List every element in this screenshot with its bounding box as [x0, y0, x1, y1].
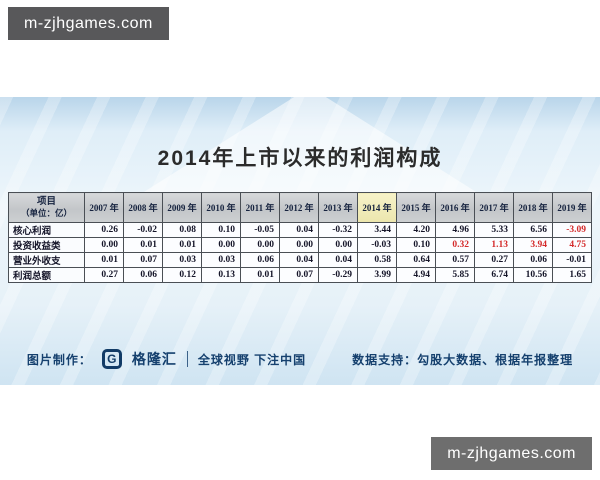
- value-cell: 0.26: [84, 222, 124, 238]
- year-header: 2012 年: [279, 192, 319, 223]
- table-row: 利润总额 0.27 0.06 0.12 0.13 0.01 0.07 -0.29 3.99 4.9…: [8, 267, 592, 283]
- value-cell: 4.75: [552, 237, 592, 253]
- corner-header: 项目 （单位：亿）: [8, 192, 85, 223]
- value-cell: 0.64: [396, 252, 436, 268]
- value-cell: 0.00: [84, 237, 124, 253]
- profit-table: 项目 （单位：亿） 2007 年 2008 年 2009 年 2010 年 2011 年…: [8, 192, 592, 283]
- year-header: 2009 年: [162, 192, 202, 223]
- value-cell: -0.02: [123, 222, 163, 238]
- footer-credit-strip: 图片制作： G 格隆汇 全球视野 下注中国 数据支持：勾股大数据、根据年报整理: [0, 349, 600, 369]
- footer-divider: [186, 351, 188, 367]
- gelonghui-logo-icon: G: [101, 349, 122, 369]
- row-label: 投资收益类: [8, 237, 85, 253]
- data-support-text: 数据支持：勾股大数据、根据年报整理: [352, 352, 574, 367]
- value-cell: -0.32: [318, 222, 358, 238]
- value-cell: 5.33: [474, 222, 514, 238]
- value-cell: -0.03: [357, 237, 397, 253]
- profit-table-wrap: 项目 （单位：亿） 2007 年 2008 年 2009 年 2010 年 2011 年…: [8, 192, 592, 283]
- value-cell: 0.10: [396, 237, 436, 253]
- table-row: 营业外收支 0.01 0.07 0.03 0.03 0.06 0.04 0.04 0.58 0.6…: [8, 252, 592, 268]
- value-cell: 0.06: [123, 267, 163, 283]
- year-header: 2008 年: [123, 192, 163, 223]
- row-label: 利润总额: [8, 267, 85, 283]
- year-header: 2015 年: [396, 192, 436, 223]
- page-title: 2014年上市以来的利润构成: [157, 147, 443, 170]
- value-cell: 6.74: [474, 267, 514, 283]
- value-cell: 0.04: [318, 252, 358, 268]
- year-header: 2014 年: [357, 192, 397, 223]
- year-header: 2017 年: [474, 192, 514, 223]
- value-cell: 0.06: [240, 252, 280, 268]
- value-cell: 1.13: [474, 237, 514, 253]
- year-header: 2019 年: [552, 192, 592, 223]
- value-cell: 0.00: [318, 237, 358, 253]
- value-cell: 6.56: [513, 222, 553, 238]
- value-cell: 0.03: [162, 252, 202, 268]
- watermark-bottom-right: m-zjhgames.com: [431, 437, 592, 470]
- value-cell: 0.58: [357, 252, 397, 268]
- value-cell: 3.99: [357, 267, 397, 283]
- value-cell: 10.56: [513, 267, 553, 283]
- value-cell: 4.20: [396, 222, 436, 238]
- value-cell: 0.27: [474, 252, 514, 268]
- table-header-row: 项目 （单位：亿） 2007 年 2008 年 2009 年 2010 年 2011 年…: [8, 192, 592, 223]
- value-cell: 0.07: [279, 267, 319, 283]
- row-label: 核心利润: [8, 222, 85, 238]
- value-cell: 0.04: [279, 252, 319, 268]
- corner-header-line1: 项目: [36, 196, 56, 207]
- table-row: 核心利润 0.26 -0.02 0.08 0.10 -0.05 0.04 -0.32 3.44 4…: [8, 222, 592, 238]
- value-cell: 0.03: [201, 252, 241, 268]
- value-cell: 5.85: [435, 267, 475, 283]
- value-cell: -0.01: [552, 252, 592, 268]
- value-cell: 1.65: [552, 267, 592, 283]
- watermark-top-left: m-zjhgames.com: [8, 7, 169, 40]
- value-cell: 0.00: [279, 237, 319, 253]
- table-row: 投资收益类 0.00 0.01 0.01 0.00 0.00 0.00 0.00 -0.03 0.…: [8, 237, 592, 253]
- value-cell: 0.27: [84, 267, 124, 283]
- footer-credit-label: 图片制作：: [26, 352, 92, 367]
- value-cell: -0.05: [240, 222, 280, 238]
- value-cell: 0.32: [435, 237, 475, 253]
- value-cell: -3.09: [552, 222, 592, 238]
- value-cell: 0.08: [162, 222, 202, 238]
- value-cell: 0.06: [513, 252, 553, 268]
- value-cell: 0.01: [84, 252, 124, 268]
- brand-slogan: 全球视野 下注中国: [197, 352, 307, 367]
- value-cell: 0.12: [162, 267, 202, 283]
- value-cell: 0.57: [435, 252, 475, 268]
- year-header: 2011 年: [240, 192, 280, 223]
- year-header: 2007 年: [84, 192, 124, 223]
- value-cell: 0.00: [240, 237, 280, 253]
- value-cell: 0.13: [201, 267, 241, 283]
- value-cell: 0.07: [123, 252, 163, 268]
- brand-name: 格隆汇: [131, 351, 177, 367]
- value-cell: 3.94: [513, 237, 553, 253]
- year-header: 2018 年: [513, 192, 553, 223]
- value-cell: 4.94: [396, 267, 436, 283]
- value-cell: 0.10: [201, 222, 241, 238]
- value-cell: 0.01: [162, 237, 202, 253]
- year-header: 2013 年: [318, 192, 358, 223]
- corner-header-line2: （单位：亿）: [20, 207, 72, 218]
- year-header: 2016 年: [435, 192, 475, 223]
- row-label: 营业外收支: [8, 252, 85, 268]
- value-cell: -0.29: [318, 267, 358, 283]
- year-header: 2010 年: [201, 192, 241, 223]
- value-cell: 0.01: [123, 237, 163, 253]
- value-cell: 4.96: [435, 222, 475, 238]
- infographic-panel: 2014年上市以来的利润构成 格隆汇 项目 （单位：亿） 2007 年2008 …: [0, 97, 600, 385]
- value-cell: 0.00: [201, 237, 241, 253]
- value-cell: 0.04: [279, 222, 319, 238]
- value-cell: 0.01: [240, 267, 280, 283]
- value-cell: 3.44: [357, 222, 397, 238]
- profit-table-body: 核心利润 0.26 -0.02 0.08 0.10 -0.05 0.04 -0.32 3.44 4…: [8, 222, 592, 283]
